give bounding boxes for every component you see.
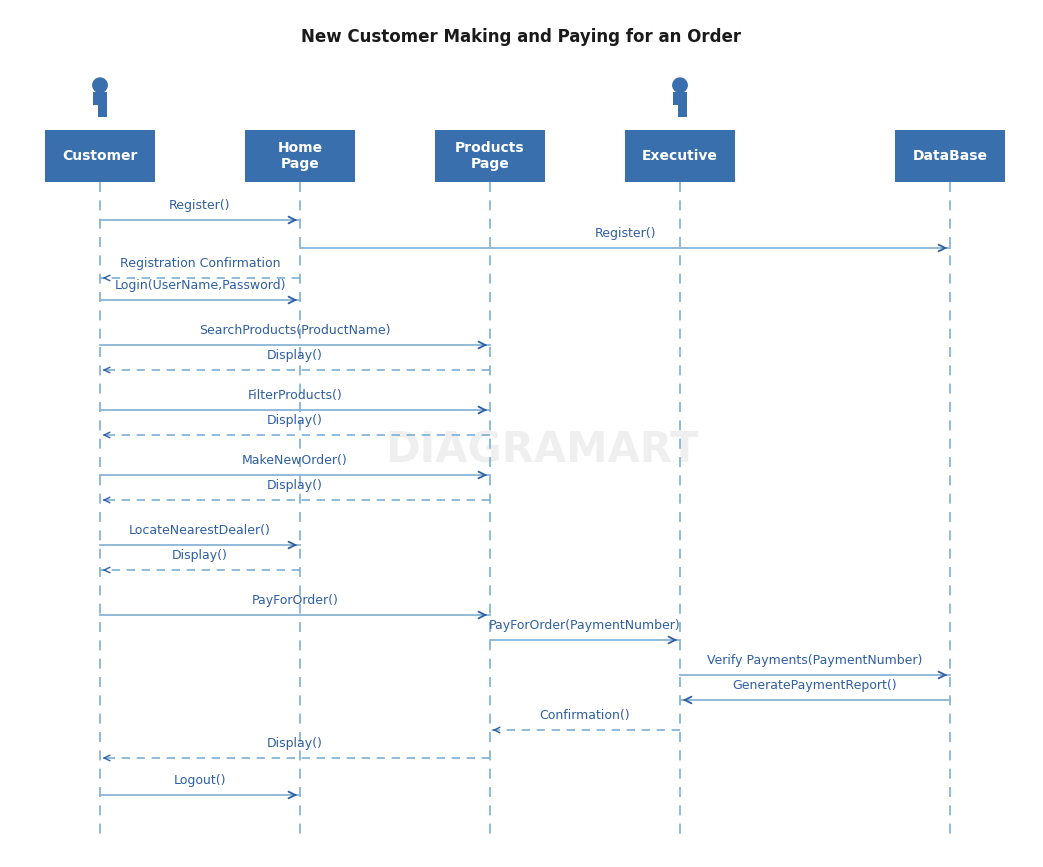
Text: DIAGRAMART: DIAGRAMART <box>386 430 699 472</box>
FancyBboxPatch shape <box>673 93 687 105</box>
Circle shape <box>673 78 687 93</box>
Text: Display(): Display() <box>267 479 323 492</box>
Text: New Customer Making and Paying for an Order: New Customer Making and Paying for an Or… <box>301 28 742 46</box>
Text: LocateNearestDealer(): LocateNearestDealer() <box>129 524 271 537</box>
Text: PayForOrder(PaymentNumber): PayForOrder(PaymentNumber) <box>489 619 681 632</box>
FancyBboxPatch shape <box>435 130 545 182</box>
Text: Display(): Display() <box>267 737 323 750</box>
Text: Display(): Display() <box>267 414 323 427</box>
Circle shape <box>93 78 107 93</box>
Text: DataBase: DataBase <box>913 149 988 163</box>
FancyBboxPatch shape <box>625 130 735 182</box>
Text: Confirmation(): Confirmation() <box>539 709 630 722</box>
Text: Executive: Executive <box>642 149 718 163</box>
FancyBboxPatch shape <box>682 105 687 117</box>
Text: Products
Page: Products Page <box>455 141 525 171</box>
FancyBboxPatch shape <box>93 93 107 105</box>
Text: Registration Confirmation: Registration Confirmation <box>120 257 281 270</box>
Text: GeneratePaymentReport(): GeneratePaymentReport() <box>732 679 897 692</box>
Text: FilterProducts(): FilterProducts() <box>247 389 342 402</box>
Text: Verify Payments(PaymentNumber): Verify Payments(PaymentNumber) <box>707 654 923 667</box>
Text: PayForOrder(): PayForOrder() <box>251 594 338 607</box>
FancyBboxPatch shape <box>895 130 1005 182</box>
Text: Display(): Display() <box>172 549 228 562</box>
Text: Logout(): Logout() <box>174 774 226 787</box>
Text: Display(): Display() <box>267 349 323 362</box>
FancyBboxPatch shape <box>678 105 683 117</box>
Text: Register(): Register() <box>595 227 656 240</box>
Text: MakeNewOrder(): MakeNewOrder() <box>242 454 348 467</box>
FancyBboxPatch shape <box>45 130 155 182</box>
Text: Home
Page: Home Page <box>277 141 322 171</box>
FancyBboxPatch shape <box>245 130 355 182</box>
Text: Customer: Customer <box>63 149 138 163</box>
Text: Register(): Register() <box>169 199 231 212</box>
Text: SearchProducts(ProductName): SearchProducts(ProductName) <box>199 324 391 337</box>
FancyBboxPatch shape <box>102 105 107 117</box>
Text: Login(UserName,Password): Login(UserName,Password) <box>115 279 286 292</box>
FancyBboxPatch shape <box>98 105 103 117</box>
